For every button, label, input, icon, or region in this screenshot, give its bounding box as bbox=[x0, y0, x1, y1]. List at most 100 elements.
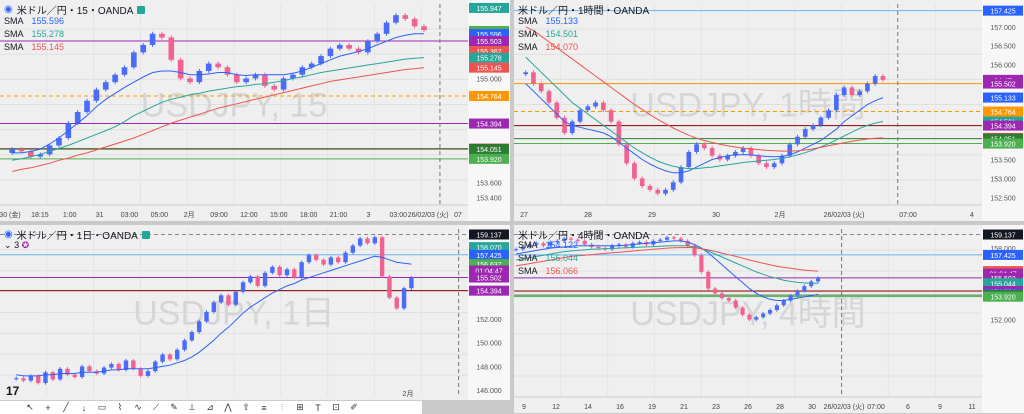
crosshair-icon[interactable]: + bbox=[45, 402, 51, 413]
path-icon[interactable]: ⌇ bbox=[117, 402, 123, 412]
candle-body bbox=[343, 252, 348, 263]
cursor-icon[interactable]: ↖ bbox=[26, 402, 34, 412]
time-label: 12 bbox=[552, 404, 560, 411]
candle-body bbox=[262, 272, 268, 286]
candle-body bbox=[372, 237, 378, 244]
gann-icon[interactable]: ⊞ bbox=[296, 402, 304, 412]
candle-body bbox=[383, 22, 390, 34]
text-icon[interactable]: T bbox=[315, 402, 321, 413]
price-tag bbox=[983, 272, 1023, 283]
candle-body bbox=[159, 33, 165, 38]
candle-body bbox=[678, 167, 684, 183]
candle-body bbox=[548, 242, 553, 246]
usd-jpy-symbol-icon: ◉ bbox=[4, 229, 13, 240]
candle-body bbox=[740, 148, 746, 152]
candle-body bbox=[593, 102, 598, 107]
sma-legend-2[interactable]: SMA 154.501 bbox=[518, 29, 579, 39]
chart-panel-15min[interactable]: USDJPY, 15155.947155.637155.59604:45155.… bbox=[0, 0, 510, 221]
chevron-down-icon[interactable]: ⌄ bbox=[4, 240, 12, 250]
chart-canvas-15min[interactable]: USDJPY, 15155.947155.637155.59604:45155.… bbox=[0, 0, 510, 221]
price-tag bbox=[469, 144, 509, 155]
price-tag bbox=[469, 249, 509, 260]
candle-body bbox=[761, 313, 766, 318]
candle-body bbox=[601, 102, 606, 111]
candle-body bbox=[655, 189, 661, 194]
candle-body bbox=[149, 33, 156, 45]
candle-body bbox=[35, 375, 41, 383]
polyline-icon[interactable]: ∿ bbox=[134, 402, 142, 412]
candle-body bbox=[112, 74, 118, 83]
ruler-icon[interactable]: ⊿ bbox=[206, 402, 214, 412]
sma-legend-2[interactable]: SMA 155.044 bbox=[518, 253, 579, 263]
price-tag bbox=[983, 138, 1023, 149]
candle-body bbox=[262, 74, 268, 86]
candle-body bbox=[771, 163, 777, 168]
price-label: 152.000 bbox=[990, 318, 1015, 325]
image-icon[interactable]: ⊡ bbox=[332, 402, 340, 412]
price-tag bbox=[469, 272, 509, 283]
candle-body bbox=[733, 300, 738, 308]
candle-body bbox=[726, 298, 731, 301]
candle-body bbox=[109, 364, 114, 368]
candle-body bbox=[569, 121, 575, 133]
sma-legend-3[interactable]: SMA 156.066 bbox=[518, 266, 579, 276]
chart-canvas-4hour[interactable]: USDJPY, 4時間159.137158.000157.425156.0660… bbox=[514, 225, 1024, 413]
rectangle-icon[interactable]: ▭ bbox=[97, 402, 107, 412]
trendline-icon[interactable]: ╱ bbox=[63, 402, 69, 412]
time-label: 9 bbox=[938, 404, 942, 411]
arrow-up-icon[interactable]: ⇧ bbox=[242, 402, 250, 412]
measure-icon[interactable]: ⟂ bbox=[188, 402, 195, 412]
candle-body bbox=[809, 281, 814, 287]
price-label: 159.137 bbox=[990, 233, 1015, 240]
candle-body bbox=[637, 242, 642, 244]
sma-legend-2[interactable]: SMA 155.278 bbox=[4, 29, 65, 39]
sma-legend-3[interactable]: SMA 155.145 bbox=[4, 42, 65, 52]
candle-body bbox=[555, 240, 560, 243]
pencil-icon[interactable]: ✐ bbox=[350, 402, 358, 412]
time-label: 16 bbox=[616, 404, 624, 411]
candle-body bbox=[215, 63, 221, 68]
candle-body bbox=[767, 310, 773, 314]
chart-panel-1day[interactable]: USDJPY, 1日159.137158.070157.425156.63701… bbox=[0, 225, 510, 400]
price-tag bbox=[983, 78, 1023, 89]
candle-body bbox=[205, 63, 212, 71]
sma-legend-3[interactable]: SMA 154.070 bbox=[518, 42, 579, 52]
price-label: 155.278 bbox=[476, 56, 501, 63]
price-label: 153.920 bbox=[476, 157, 501, 164]
price-label: 158.000 bbox=[990, 246, 1015, 253]
candle-body bbox=[779, 155, 785, 164]
arrow-down-icon[interactable]: ↓ bbox=[81, 402, 87, 413]
candle-body bbox=[639, 178, 645, 187]
candle-body bbox=[218, 295, 224, 303]
indicator-count[interactable]: ⌄ 3 ✪ bbox=[4, 240, 30, 250]
price-label: 157.425 bbox=[990, 9, 1015, 16]
brush-icon[interactable]: ✎ bbox=[170, 402, 178, 412]
candle-body bbox=[582, 240, 587, 245]
panel-title: 米ドル／円・1日・OANDA bbox=[16, 231, 138, 242]
price-tag bbox=[469, 242, 509, 253]
pattern-icon[interactable]: ⋀ bbox=[224, 402, 232, 412]
candle-body bbox=[610, 245, 615, 250]
price-label: 154.394 bbox=[990, 124, 1015, 131]
candle-body bbox=[252, 74, 259, 79]
chart-panel-4hour[interactable]: USDJPY, 4時間159.137158.000157.425156.0660… bbox=[514, 225, 1024, 413]
sma-line-3 bbox=[516, 246, 819, 272]
candle-body bbox=[678, 238, 683, 241]
chart-panel-1hour[interactable]: USDJPY, 1時間 157.425 157.000 156.500 156.000 1… bbox=[514, 0, 1024, 221]
sma-legend-1[interactable]: SMA 154.122 bbox=[518, 240, 579, 250]
chart-canvas-1hour[interactable]: USDJPY, 1時間 157.425 157.000 156.500 156.000 1… bbox=[514, 0, 1024, 221]
price-tag bbox=[983, 291, 1023, 302]
drawing-toolbar: ↖ + ╱ ↓ ▭ ⌇ ∿ ⟋ ✎ ⟂ ⊿ ⋀ ⇧ ≡ ⫶ ⊞ T ⊡ ✐ bbox=[0, 400, 422, 414]
candle-body bbox=[387, 276, 392, 298]
fib-icon[interactable]: ≡ bbox=[261, 402, 267, 413]
sma-legend-1[interactable]: SMA 155.596 bbox=[4, 16, 65, 26]
sma-legend-1[interactable]: SMA 155.133 bbox=[518, 16, 579, 26]
channel-icon[interactable]: ⫶ bbox=[280, 402, 284, 412]
price-tag bbox=[469, 259, 509, 270]
price-label: 155.502 bbox=[476, 276, 501, 283]
ray-icon[interactable]: ⟋ bbox=[152, 402, 160, 412]
chart-canvas-1day[interactable]: USDJPY, 1日159.137158.070157.425156.63701… bbox=[0, 225, 510, 400]
time-label: 09:00 bbox=[210, 212, 228, 219]
price-tag bbox=[469, 118, 509, 129]
candle-body bbox=[658, 239, 663, 241]
